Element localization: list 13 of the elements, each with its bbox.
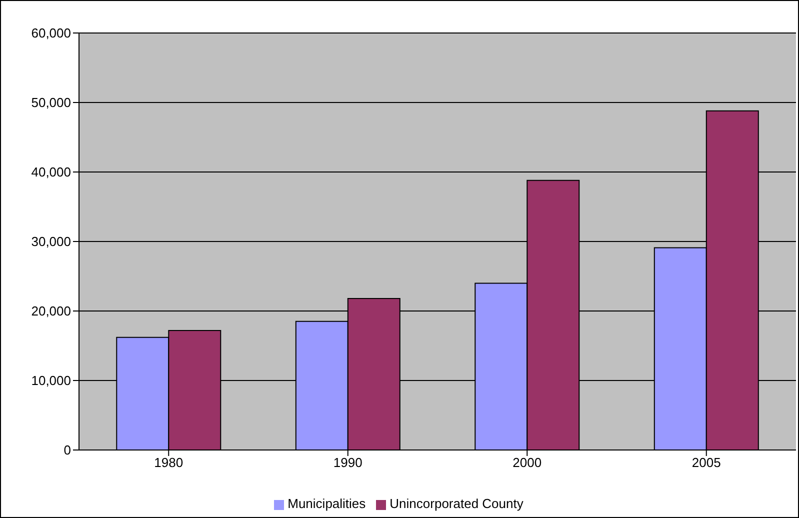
y-tick-label: 0: [64, 442, 71, 458]
x-tick-label: 2000: [512, 455, 542, 470]
x-tick-label: 1990: [333, 455, 362, 470]
y-tick-label: 20,000: [31, 304, 71, 319]
y-tick-label: 60,000: [31, 26, 71, 41]
y-tick-label: 40,000: [31, 164, 71, 180]
legend-label: Municipalities: [288, 496, 366, 511]
x-tick-label: 2005: [692, 455, 721, 470]
y-tick-label: 50,000: [31, 95, 71, 110]
legend-label: Unincorporated County: [390, 496, 524, 511]
x-tick-label: 1980: [154, 455, 184, 470]
y-tick-label: 30,000: [31, 234, 71, 250]
y-tick-label: 10,000: [31, 373, 71, 388]
